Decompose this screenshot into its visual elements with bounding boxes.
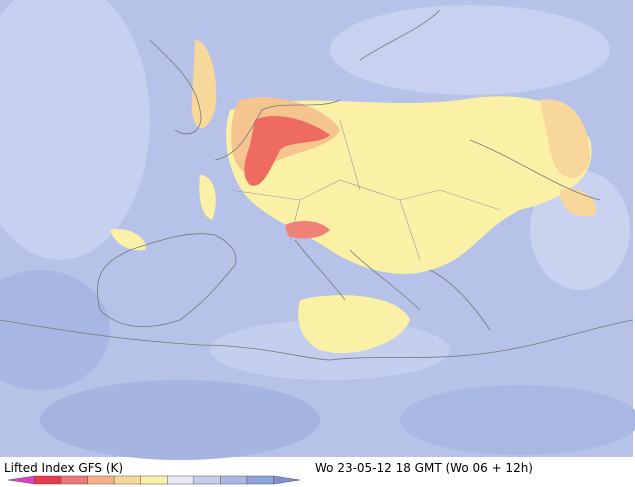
timestamp: Wo 23-05-12 18 GMT (Wo 06 + 12h) xyxy=(315,461,533,475)
legend-swatch xyxy=(246,475,274,485)
legend-swatch xyxy=(140,475,168,485)
legend-swatch xyxy=(193,475,221,485)
legend-swatch xyxy=(220,475,248,485)
legend-swatch xyxy=(167,475,195,485)
map xyxy=(0,0,635,460)
legend-title: Lifted Index GFS (K) xyxy=(4,461,123,475)
legend-swatch xyxy=(87,475,115,485)
legend-swatch xyxy=(34,475,62,485)
legend-swatch xyxy=(113,475,141,485)
legend-colorbar xyxy=(7,475,301,485)
legend-swatch xyxy=(60,475,88,485)
legend-swatch xyxy=(7,475,35,485)
legend-swatch xyxy=(273,475,301,485)
